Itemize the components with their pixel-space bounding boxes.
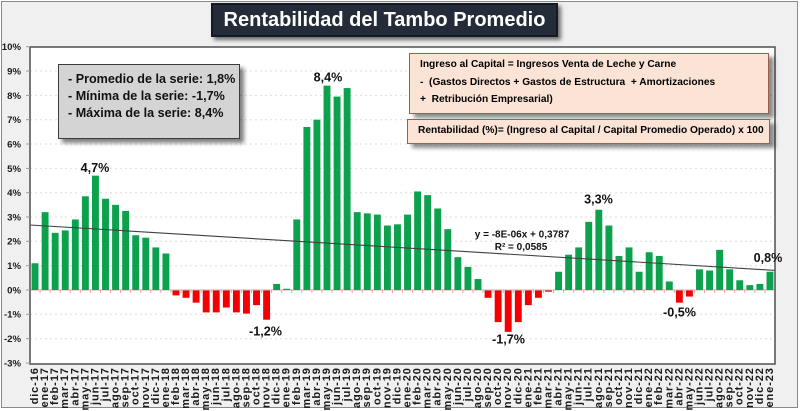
svg-text:abr-20: abr-20 [432, 367, 444, 405]
svg-text:5%: 5% [7, 164, 21, 175]
svg-text:may-19: may-19 [321, 367, 333, 410]
svg-text:ago-22: ago-22 [714, 367, 726, 408]
svg-text:0,8%: 0,8% [754, 251, 783, 265]
svg-text:ene-22: ene-22 [643, 367, 655, 407]
svg-text:1%: 1% [7, 261, 21, 272]
svg-text:dic-16: dic-16 [29, 367, 41, 404]
svg-text:6%: 6% [7, 139, 21, 150]
svg-text:feb-19: feb-19 [291, 367, 303, 405]
svg-text:ago-21: ago-21 [593, 367, 605, 408]
svg-text:y = -8E-06x + 0,3787: y = -8E-06x + 0,3787 [475, 230, 570, 241]
svg-text:-1,7%: -1,7% [492, 333, 525, 347]
svg-text:nov-17: nov-17 [140, 367, 152, 408]
svg-text:dic-21: dic-21 [633, 367, 645, 404]
svg-text:oct-22: oct-22 [734, 367, 746, 405]
svg-text:jul-22: jul-22 [704, 367, 716, 402]
svg-text:mar-20: mar-20 [422, 367, 434, 408]
svg-text:mar-18: mar-18 [180, 367, 192, 408]
svg-text:jun-18: jun-18 [210, 367, 222, 406]
svg-text:may-17: may-17 [79, 367, 91, 410]
svg-text:jul-19: jul-19 [341, 367, 353, 402]
svg-text:ene-20: ene-20 [402, 367, 414, 407]
svg-text:oct-21: oct-21 [613, 367, 625, 405]
svg-text:4,7%: 4,7% [81, 161, 110, 175]
svg-text:dic-22: dic-22 [754, 367, 766, 404]
svg-text:dic-19: dic-19 [391, 367, 403, 404]
svg-text:dic-17: dic-17 [150, 367, 162, 404]
svg-text:feb-22: feb-22 [653, 367, 665, 405]
svg-text:3%: 3% [7, 212, 21, 223]
svg-text:mar-17: mar-17 [59, 367, 71, 408]
svg-text:ago-18: ago-18 [230, 367, 242, 408]
svg-text:-3%: -3% [4, 358, 22, 369]
svg-text:nov-22: nov-22 [744, 367, 756, 408]
svg-text:ene-21: ene-21 [522, 367, 534, 407]
svg-text:ene-18: ene-18 [160, 367, 172, 407]
svg-text:ago-19: ago-19 [351, 367, 363, 408]
svg-text:ago-20: ago-20 [472, 367, 484, 408]
svg-text:10%: 10% [2, 42, 22, 53]
svg-text:abr-17: abr-17 [69, 367, 81, 405]
svg-text:nov-20: nov-20 [502, 367, 514, 408]
svg-text:4%: 4% [7, 188, 21, 199]
svg-text:oct-20: oct-20 [492, 367, 504, 405]
svg-text:8,4%: 8,4% [314, 71, 343, 85]
svg-text:ene-19: ene-19 [281, 367, 293, 407]
svg-text:abr-21: abr-21 [553, 367, 565, 405]
svg-text:0%: 0% [7, 285, 21, 296]
svg-text:jul-17: jul-17 [100, 367, 112, 402]
svg-text:mar-21: mar-21 [542, 367, 554, 408]
svg-text:sep-18: sep-18 [240, 367, 252, 407]
svg-text:jul-21: jul-21 [583, 367, 595, 402]
svg-text:feb-18: feb-18 [170, 367, 182, 405]
svg-text:-1,2%: -1,2% [249, 325, 282, 339]
svg-text:jun-22: jun-22 [693, 367, 705, 406]
svg-text:may-18: may-18 [200, 367, 212, 410]
svg-text:-2%: -2% [4, 334, 22, 345]
svg-text:ago-17: ago-17 [110, 367, 122, 408]
svg-text:jun-17: jun-17 [89, 367, 101, 406]
svg-text:ene-17: ene-17 [39, 367, 51, 407]
svg-text:mar-19: mar-19 [301, 367, 313, 408]
svg-text:-1%: -1% [4, 310, 22, 321]
svg-text:nov-18: nov-18 [261, 367, 273, 408]
svg-text:nov-19: nov-19 [381, 367, 393, 408]
svg-text:8%: 8% [7, 91, 21, 102]
svg-text:jun-21: jun-21 [573, 367, 585, 406]
svg-text:sep-21: sep-21 [603, 367, 615, 407]
svg-text:sep-20: sep-20 [482, 367, 494, 407]
svg-text:sep-22: sep-22 [724, 367, 736, 407]
svg-text:may-22: may-22 [683, 367, 695, 410]
svg-text:oct-18: oct-18 [251, 367, 263, 405]
svg-text:sep-17: sep-17 [120, 367, 132, 407]
svg-text:3,3%: 3,3% [584, 193, 613, 207]
svg-text:oct-17: oct-17 [130, 367, 142, 405]
svg-text:abr-19: abr-19 [311, 367, 323, 405]
svg-text:feb-20: feb-20 [412, 367, 424, 405]
svg-text:jun-19: jun-19 [331, 367, 343, 406]
svg-text:9%: 9% [7, 66, 21, 77]
svg-text:may-21: may-21 [563, 367, 575, 410]
svg-text:sep-19: sep-19 [361, 367, 373, 407]
svg-text:nov-21: nov-21 [623, 367, 635, 408]
svg-text:feb-21: feb-21 [532, 367, 544, 405]
svg-text:may-20: may-20 [442, 367, 454, 410]
svg-text:7%: 7% [7, 115, 21, 126]
svg-text:jul-18: jul-18 [220, 367, 232, 402]
svg-text:abr-22: abr-22 [673, 367, 685, 405]
svg-text:mar-22: mar-22 [663, 367, 675, 408]
svg-text:jun-20: jun-20 [452, 367, 464, 406]
svg-text:dic-18: dic-18 [271, 367, 283, 404]
svg-text:abr-18: abr-18 [190, 367, 202, 405]
svg-text:jul-20: jul-20 [462, 367, 474, 402]
svg-text:R² = 0,0585: R² = 0,0585 [495, 242, 548, 253]
svg-text:oct-19: oct-19 [371, 367, 383, 405]
svg-text:feb-17: feb-17 [49, 367, 61, 405]
svg-text:2%: 2% [7, 237, 21, 248]
svg-text:ene-23: ene-23 [764, 367, 776, 407]
svg-text:-0,5%: -0,5% [663, 306, 696, 320]
svg-text:dic-20: dic-20 [512, 367, 524, 404]
